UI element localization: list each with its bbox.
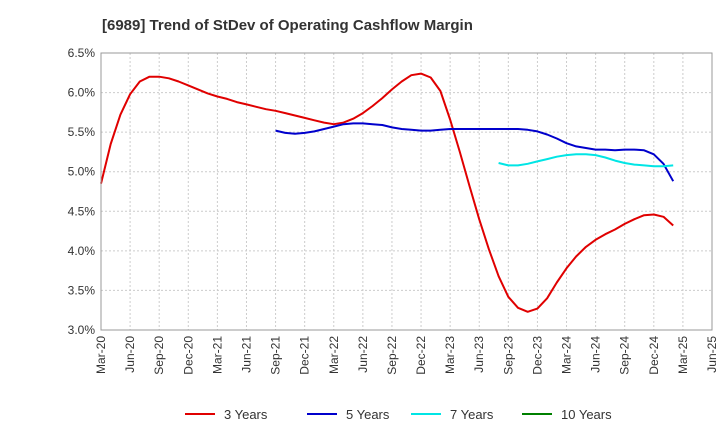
x-tick-label: Dec-20	[181, 336, 195, 375]
x-tick-label: Sep-23	[501, 336, 515, 375]
legend-label-3: 10 Years	[561, 407, 612, 422]
y-tick-label: 4.0%	[68, 244, 96, 258]
grid	[100, 52, 713, 331]
x-tick-label: Mar-25	[676, 336, 690, 374]
y-tick-label: 3.0%	[68, 323, 96, 337]
y-tick-label: 5.0%	[68, 165, 96, 179]
legend: 3 Years 5 Years 7 Years 10 Years	[185, 407, 612, 422]
plot-area-border	[100, 52, 713, 331]
x-tick-label: Sep-20	[152, 336, 166, 375]
legend-label-2: 7 Years	[450, 407, 494, 422]
x-tick-label: Sep-24	[618, 336, 632, 375]
x-tick-label: Jun-23	[472, 336, 486, 373]
x-tick-label: Jun-24	[589, 336, 603, 373]
legend-label-0: 3 Years	[224, 407, 268, 422]
x-tick-label: Jun-25	[705, 336, 719, 373]
x-tick-label: Mar-24	[560, 336, 574, 374]
series-line-2	[498, 153, 674, 168]
y-tick-label: 6.5%	[68, 46, 96, 60]
series-line-1	[275, 122, 675, 182]
x-tick-label: Mar-20	[94, 336, 108, 374]
x-tick-label: Jun-21	[239, 336, 253, 373]
series-group	[100, 72, 675, 313]
x-tick-label: Mar-22	[327, 336, 341, 374]
legend-label-1: 5 Years	[346, 407, 390, 422]
y-tick-label: 3.5%	[68, 283, 96, 297]
x-tick-label: Mar-23	[443, 336, 457, 374]
x-tick-label: Jun-20	[123, 336, 137, 373]
y-axis: 3.0% 3.5% 4.0% 4.5% 5.0% 5.5% 6.0% 6.5%	[68, 46, 96, 337]
x-tick-label: Dec-24	[647, 336, 661, 375]
y-tick-label: 5.5%	[68, 125, 96, 139]
x-tick-label: Jun-22	[356, 336, 370, 373]
y-tick-label: 4.5%	[68, 204, 96, 218]
x-tick-label: Sep-21	[269, 336, 283, 375]
x-tick-label: Sep-22	[385, 336, 399, 375]
chart-title: [6989] Trend of StDev of Operating Cashf…	[102, 17, 473, 34]
x-axis: Mar-20 Jun-20 Sep-20 Dec-20 Mar-21 Jun-21 Sep-…	[94, 336, 719, 375]
y-tick-label: 6.0%	[68, 86, 96, 100]
x-tick-label: Dec-23	[530, 336, 544, 375]
x-tick-label: Dec-21	[298, 336, 312, 375]
x-tick-label: Dec-22	[414, 336, 428, 375]
series-line-0	[100, 72, 674, 313]
x-tick-label: Mar-21	[210, 336, 224, 374]
